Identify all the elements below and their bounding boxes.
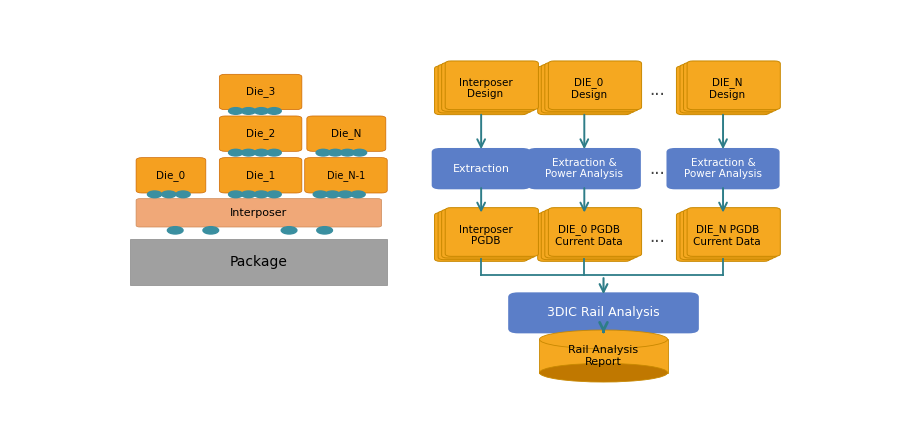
Text: Extraction &
Power Analysis: Extraction & Power Analysis — [684, 158, 762, 179]
Text: Die_0: Die_0 — [156, 170, 185, 181]
FancyBboxPatch shape — [438, 64, 532, 113]
FancyBboxPatch shape — [538, 213, 631, 262]
Ellipse shape — [540, 330, 667, 349]
Circle shape — [313, 191, 328, 197]
FancyBboxPatch shape — [544, 63, 638, 111]
FancyBboxPatch shape — [544, 209, 638, 258]
Text: Die_1: Die_1 — [246, 170, 275, 181]
Circle shape — [167, 226, 183, 234]
Circle shape — [148, 191, 162, 197]
Text: ...: ... — [649, 81, 665, 99]
FancyBboxPatch shape — [684, 209, 777, 258]
Text: Rail Analysis
Report: Rail Analysis Report — [568, 345, 639, 367]
Circle shape — [241, 108, 255, 114]
FancyBboxPatch shape — [431, 148, 531, 189]
Text: Extraction: Extraction — [453, 164, 509, 174]
FancyBboxPatch shape — [684, 63, 777, 111]
Bar — [540, 339, 667, 373]
Circle shape — [241, 191, 255, 197]
Circle shape — [353, 149, 366, 156]
FancyBboxPatch shape — [509, 292, 699, 333]
FancyBboxPatch shape — [442, 209, 535, 258]
Circle shape — [203, 226, 218, 234]
Circle shape — [267, 108, 281, 114]
Text: Die_N-1: Die_N-1 — [327, 170, 365, 181]
Circle shape — [254, 108, 268, 114]
Text: Extraction &
Power Analysis: Extraction & Power Analysis — [545, 158, 623, 179]
Circle shape — [229, 108, 242, 114]
Text: DIE_N PGDB
Current Data: DIE_N PGDB Current Data — [693, 224, 761, 246]
Circle shape — [281, 226, 297, 234]
Circle shape — [325, 191, 340, 197]
FancyBboxPatch shape — [434, 213, 528, 262]
FancyBboxPatch shape — [445, 208, 539, 256]
FancyBboxPatch shape — [305, 158, 387, 193]
Text: Interposer
Design: Interposer Design — [458, 78, 512, 100]
Circle shape — [338, 191, 353, 197]
Circle shape — [254, 149, 268, 156]
Text: Package: Package — [230, 255, 287, 269]
FancyBboxPatch shape — [528, 148, 641, 189]
Circle shape — [267, 149, 281, 156]
FancyBboxPatch shape — [445, 61, 539, 110]
Text: DIE_0 PGDB
Current Data: DIE_0 PGDB Current Data — [554, 224, 622, 246]
FancyBboxPatch shape — [219, 116, 302, 151]
Circle shape — [316, 149, 330, 156]
FancyBboxPatch shape — [680, 211, 773, 260]
Circle shape — [317, 226, 332, 234]
FancyBboxPatch shape — [219, 158, 302, 193]
Text: Interposer: Interposer — [230, 208, 287, 218]
Text: ...: ... — [649, 160, 665, 178]
Circle shape — [254, 191, 268, 197]
FancyBboxPatch shape — [442, 63, 535, 111]
Bar — [130, 239, 386, 285]
Circle shape — [341, 149, 354, 156]
FancyBboxPatch shape — [677, 66, 769, 115]
Circle shape — [351, 191, 365, 197]
Circle shape — [329, 149, 342, 156]
FancyBboxPatch shape — [434, 66, 528, 115]
Text: DIE_N
Design: DIE_N Design — [710, 78, 745, 100]
FancyBboxPatch shape — [542, 211, 634, 260]
FancyBboxPatch shape — [548, 61, 642, 110]
FancyBboxPatch shape — [687, 61, 780, 110]
Text: 3DIC Rail Analysis: 3DIC Rail Analysis — [547, 307, 660, 320]
Circle shape — [267, 191, 281, 197]
Text: Die_2: Die_2 — [246, 128, 275, 139]
Circle shape — [162, 191, 176, 197]
FancyBboxPatch shape — [677, 213, 769, 262]
FancyBboxPatch shape — [438, 211, 532, 260]
FancyBboxPatch shape — [687, 208, 780, 256]
Circle shape — [176, 191, 190, 197]
Circle shape — [229, 149, 242, 156]
Circle shape — [229, 191, 242, 197]
Circle shape — [241, 149, 255, 156]
Text: Die_N: Die_N — [331, 128, 362, 139]
Text: Die_3: Die_3 — [246, 87, 275, 97]
FancyBboxPatch shape — [219, 74, 302, 110]
FancyBboxPatch shape — [542, 64, 634, 113]
FancyBboxPatch shape — [136, 199, 382, 227]
FancyBboxPatch shape — [307, 116, 386, 151]
Text: Interposer
PGDB: Interposer PGDB — [458, 225, 512, 246]
FancyBboxPatch shape — [548, 208, 642, 256]
FancyBboxPatch shape — [666, 148, 779, 189]
FancyBboxPatch shape — [680, 64, 773, 113]
Text: ...: ... — [649, 228, 665, 246]
FancyBboxPatch shape — [538, 66, 631, 115]
FancyBboxPatch shape — [136, 158, 206, 193]
Ellipse shape — [540, 363, 667, 382]
Text: DIE_0
Design: DIE_0 Design — [570, 78, 607, 100]
